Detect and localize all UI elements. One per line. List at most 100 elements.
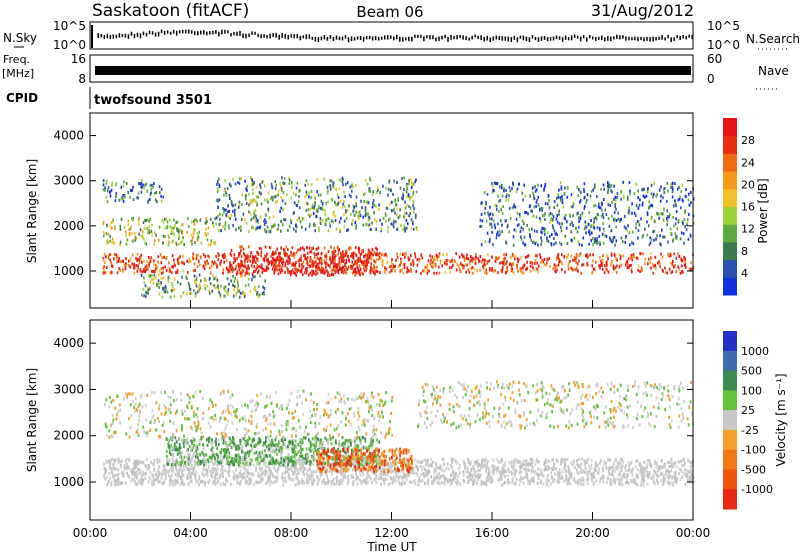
velocity-cell [154, 472, 157, 476]
power-cell [173, 277, 176, 281]
velocity-cell [613, 469, 616, 473]
velocity-cell [595, 479, 598, 483]
velocity-cell [273, 466, 275, 470]
power-cell [472, 257, 475, 261]
power-cell [132, 217, 134, 220]
power-cell [321, 219, 324, 222]
velocity-cell [318, 478, 321, 482]
nsky-sample [212, 30, 214, 35]
power-cell [235, 272, 238, 276]
power-cell [258, 293, 261, 297]
power-cell [137, 191, 140, 195]
velocity-cell [162, 471, 165, 475]
power-cell [122, 269, 124, 273]
power-cell [446, 262, 448, 266]
power-cell [381, 260, 384, 264]
power-cell [278, 257, 280, 261]
power-cell [263, 290, 265, 294]
power-cell [551, 233, 553, 236]
power-cell [244, 261, 246, 265]
velocity-cell [121, 481, 124, 485]
power-cell [273, 271, 275, 275]
power-cell [539, 253, 541, 257]
power-cell [500, 219, 502, 223]
power-cell [505, 219, 508, 223]
velocity-cell [108, 471, 111, 476]
power-cell [397, 227, 399, 231]
power-cell [546, 261, 548, 265]
power-cell [104, 261, 106, 264]
power-cell [623, 194, 625, 198]
power-cell [537, 270, 539, 274]
power-cell [118, 257, 120, 260]
power-cell [256, 257, 259, 261]
power-cell [649, 252, 652, 256]
power-cell [176, 268, 179, 272]
power-cell [641, 268, 643, 272]
power-cell [107, 256, 110, 260]
power-cell [327, 273, 329, 277]
power-cell [257, 258, 259, 262]
power-cell [317, 262, 319, 266]
power-cell [162, 195, 164, 199]
power-cell [368, 223, 371, 227]
power-cell [675, 210, 678, 214]
velocity-cell [553, 462, 555, 466]
power-cell [350, 212, 352, 216]
power-cell [495, 236, 498, 240]
power-cell [335, 265, 338, 269]
nsky-sample [97, 33, 100, 39]
power-cell [111, 237, 114, 241]
power-cell [160, 187, 163, 191]
power-cell [304, 227, 307, 231]
power-cell [633, 192, 636, 196]
nsky-sample [453, 36, 455, 40]
velocity-cell [172, 460, 175, 464]
power-cell [338, 260, 341, 264]
power-cell [433, 271, 435, 275]
power-cell [668, 254, 670, 258]
y-tick-label: 3000 [53, 174, 84, 188]
power-cell [662, 212, 664, 216]
power-cell [296, 181, 299, 185]
power-cell [624, 240, 627, 244]
velocity-cell [485, 476, 488, 481]
power-cell [652, 195, 654, 199]
power-cell [296, 270, 298, 274]
power-cell [337, 252, 339, 256]
power-cell [569, 260, 571, 263]
velocity-cell [507, 480, 510, 484]
power-cell [498, 200, 500, 204]
velocity-cell [298, 482, 300, 486]
velocity-cell [671, 462, 673, 466]
velocity-cell [612, 474, 615, 478]
power-cell [315, 269, 317, 273]
power-cell [505, 271, 507, 275]
nsearch-tick-bottom: 10^0 [707, 38, 740, 52]
power-cell [135, 236, 138, 240]
power-cell [257, 251, 259, 255]
velocity-cell [454, 459, 457, 463]
power-cell [484, 259, 487, 262]
velocity-cell [105, 460, 108, 464]
velocity-cell [219, 474, 222, 479]
power-cell [256, 266, 259, 270]
nsky-sample [685, 35, 687, 40]
velocity-cell [281, 459, 284, 463]
power-cell [512, 254, 515, 257]
power-cell [577, 240, 580, 244]
nsky-sample [604, 37, 606, 42]
power-cell [387, 193, 389, 197]
power-cell [145, 219, 147, 223]
power-cell [229, 197, 231, 200]
power-cell [263, 198, 266, 202]
power-cell [119, 224, 122, 228]
power-cell [516, 211, 519, 215]
velocity-cell [559, 471, 561, 475]
nsky-sample [386, 35, 389, 40]
power-cell [489, 268, 491, 272]
power-cell [388, 180, 391, 184]
velocity-cell [137, 467, 139, 472]
power-cell [324, 209, 326, 213]
power-cell [620, 197, 622, 201]
